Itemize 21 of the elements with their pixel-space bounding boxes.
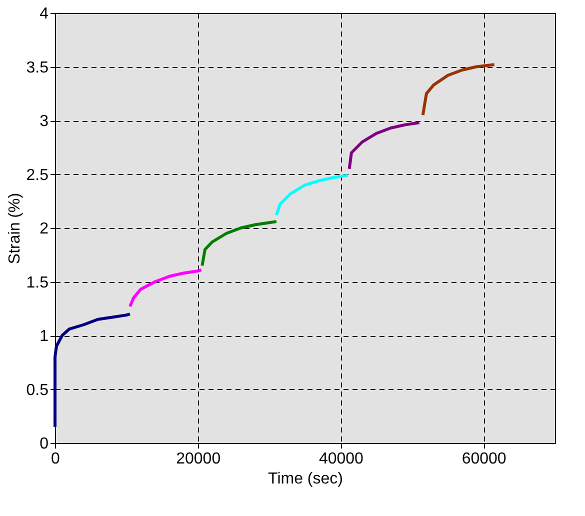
y-tick-label: 1: [40, 328, 49, 345]
line-series: [421, 63, 496, 117]
y-tick-label: 3.5: [26, 59, 49, 76]
line-series: [200, 220, 278, 268]
y-tick-label: 4: [40, 6, 49, 22]
line-series: [274, 174, 350, 217]
y-tick-label: 0.5: [26, 382, 49, 399]
x-axis-title: Time (sec): [268, 470, 343, 488]
y-tick-label: 2: [40, 220, 49, 238]
line-series: [348, 121, 421, 170]
x-tick-label: 20000: [176, 450, 221, 468]
x-tick-label: 60000: [462, 450, 506, 468]
y-tick-label: 1.5: [26, 274, 49, 292]
line-series: [128, 268, 203, 308]
x-tick-label: 40000: [318, 450, 364, 468]
y-tick-label: 2.5: [26, 166, 49, 184]
line-series: [54, 312, 132, 428]
y-tick-label: 3: [40, 113, 49, 130]
x-tick-label: 0: [51, 450, 60, 468]
y-axis-title: Strain (%): [6, 192, 24, 264]
y-tick-label: 0: [40, 436, 49, 452]
